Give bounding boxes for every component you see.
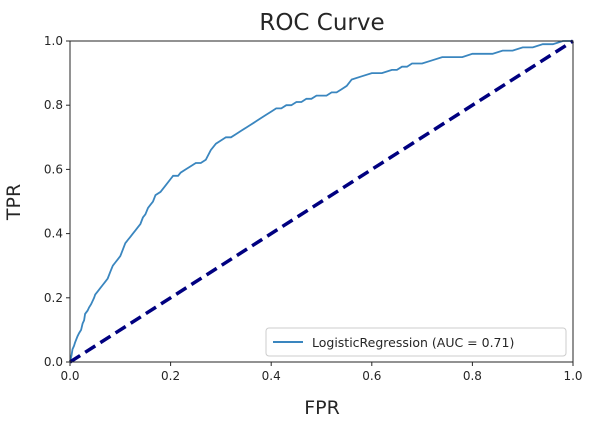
y-tick-label: 0.2 <box>44 291 63 305</box>
y-tick-label: 0.6 <box>44 162 63 176</box>
x-axis-label: FPR <box>304 397 340 419</box>
chart-title: ROC Curve <box>259 10 384 36</box>
axes-frame <box>69 40 574 363</box>
x-tick-label: 0.2 <box>161 369 180 383</box>
x-tick-label: 1.0 <box>563 369 582 383</box>
x-tick-label: 0.0 <box>60 369 79 383</box>
y-axis-label: TPR <box>3 184 25 221</box>
y-axis-ticks: 0.0 0.2 0.4 0.6 0.8 1.0 <box>44 34 70 369</box>
roc-curve-line <box>69 40 573 363</box>
chance-diagonal-line <box>69 39 574 364</box>
legend-label: LogisticRegression (AUC = 0.71) <box>312 335 514 350</box>
legend-box <box>265 327 567 357</box>
legend: LogisticRegression (AUC = 0.71) <box>265 327 567 357</box>
y-tick-label: 0.4 <box>44 227 63 241</box>
y-tick-label: 1.0 <box>44 34 63 48</box>
x-tick-label: 0.8 <box>463 369 482 383</box>
x-tick-label: 0.6 <box>362 369 381 383</box>
y-tick-label: 0.0 <box>44 355 63 369</box>
x-tick-label: 0.4 <box>262 369 281 383</box>
y-tick-label: 0.8 <box>44 98 63 112</box>
x-axis-ticks: 0.0 0.2 0.4 0.6 0.8 1.0 <box>60 362 583 383</box>
